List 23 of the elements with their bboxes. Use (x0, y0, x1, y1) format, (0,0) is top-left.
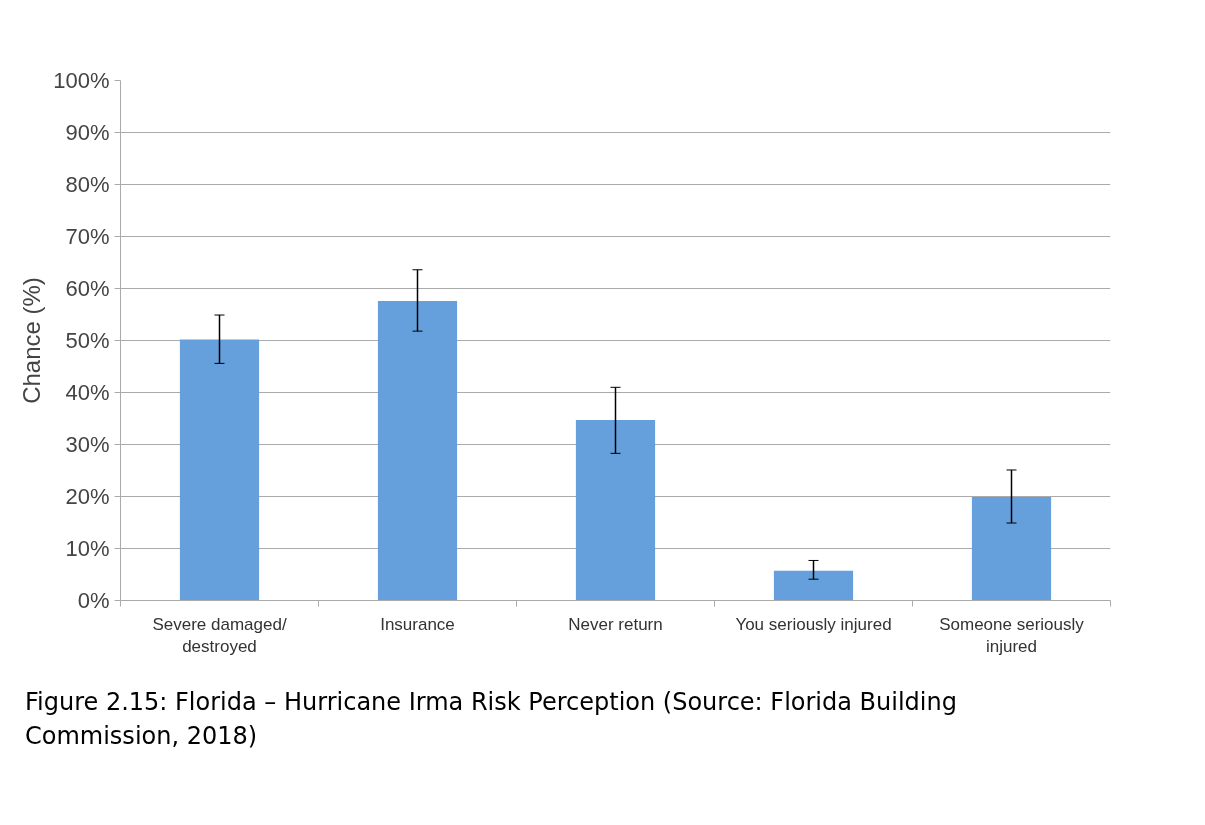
y-tick-label: 70% (65, 224, 110, 249)
x-tick-label: Never return (568, 614, 663, 634)
y-tick-label: 20% (65, 484, 110, 509)
bar (575, 420, 656, 601)
y-tick-label: 40% (65, 380, 110, 405)
x-tick-label: Insurance (380, 614, 455, 634)
bar (179, 339, 260, 601)
y-tick-label: 50% (65, 328, 110, 353)
y-tick-label: 0% (77, 588, 110, 613)
bar (773, 570, 854, 601)
bar (971, 497, 1052, 601)
bar (377, 300, 458, 601)
x-tick-label: You seriously injured (735, 614, 892, 634)
y-tick-label: 30% (65, 432, 110, 457)
y-tick-label: 80% (65, 172, 110, 197)
x-tick-label: Someone seriously injured (939, 614, 1085, 657)
caption: Figure 2.15: Florida – Hurricane Irma Risk Perception (Source: Florida Building Commission, 2018) (25, 687, 958, 753)
y-tick-label: 100% (53, 68, 110, 93)
y-tick-label: 60% (65, 276, 110, 301)
x-tick-label: Severe damaged/ destroyed (152, 614, 287, 657)
y-tick-label: 90% (65, 120, 110, 145)
y-axis-title: Chance (%) (18, 277, 46, 404)
y-tick-label: 10% (65, 536, 110, 561)
